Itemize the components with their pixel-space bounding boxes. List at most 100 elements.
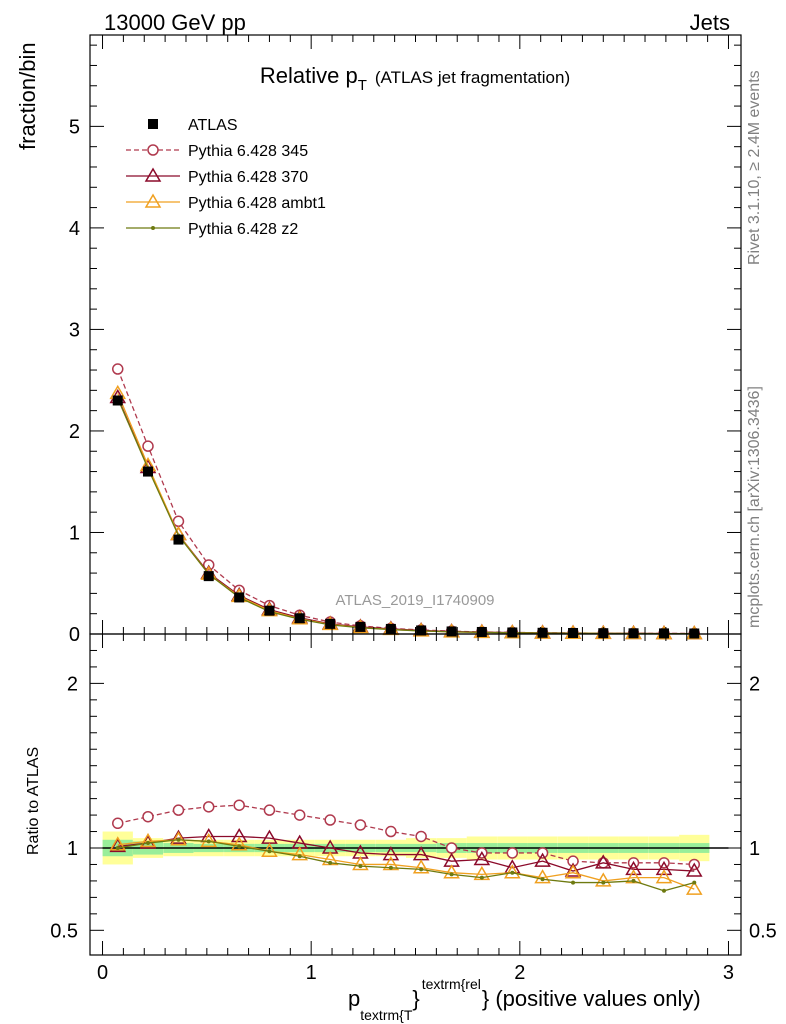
ratio-series-1-point-15 (564, 862, 582, 877)
main-ytick-label: 4 (69, 218, 80, 240)
ratio-series-2-point-2 (170, 831, 187, 846)
ratio-ytick-label: 2 (67, 673, 78, 695)
ratio-series-2-point-14 (534, 869, 551, 884)
ratio-series-3-point-0 (115, 846, 120, 850)
atlas-point-11 (446, 626, 457, 637)
ratio-series-1-point-19 (685, 862, 703, 877)
ratio-ytick-label-right: 1 (749, 838, 760, 860)
ratio-series-1-point-4 (230, 827, 248, 843)
ratio-series-0-point-13 (506, 847, 519, 859)
category-label: Jets (690, 10, 730, 35)
main-ylabel: fraction/bin (15, 42, 40, 150)
legend-marker-2 (144, 167, 162, 182)
ratio-series-3-point-17 (631, 878, 636, 883)
ratio-series-3-point-18 (662, 888, 667, 893)
ratio-series-3-point-2 (176, 837, 181, 842)
ratio-series-3-point-11 (449, 872, 454, 877)
ratio-series-2-point-10 (412, 859, 430, 874)
main-ytick-label: 3 (69, 319, 80, 341)
ratio-series-2-point-1 (139, 832, 157, 848)
ratio-series-2-point-11 (443, 864, 460, 879)
atlas-point-18 (659, 628, 670, 639)
atlas-point-6 (294, 613, 305, 624)
atlas-point-15 (568, 627, 579, 638)
atlas-point-12 (476, 626, 487, 637)
watermark: ATLAS_2019_I1740909 (335, 592, 494, 609)
ratio-ytick-label: 1 (67, 838, 78, 860)
main-series-3-line (117, 398, 695, 635)
main-series-0-point-2 (172, 515, 185, 528)
ratio-series-2-point-13 (504, 864, 521, 879)
ratio-series-0-point-7 (324, 814, 336, 826)
x-tick-label: 2 (514, 962, 525, 984)
ratio-series-3-point-7 (328, 860, 333, 865)
atlas-point-14 (537, 627, 548, 638)
legend-marker-3 (144, 193, 162, 208)
ratio-series-3-point-1 (146, 841, 151, 846)
x-tick-label: 0 (97, 962, 108, 984)
legend-label-4: Pythia 6.428 z2 (188, 221, 298, 238)
legend-label-1: Pythia 6.428 345 (188, 143, 308, 160)
ratio-series-0-point-1 (142, 810, 154, 823)
atlas-point-13 (507, 627, 518, 638)
ratio-frame (89, 633, 742, 956)
ratio-series-0-point-2 (172, 804, 185, 816)
ratio-series-2-point-3 (200, 832, 218, 848)
legend-marker-0 (148, 119, 158, 129)
ratio-series-3-point-5 (267, 849, 272, 854)
atlas-point-0 (112, 395, 123, 406)
rivet-label: Rivet 3.1.10, ≥ 2.4M events (746, 70, 763, 265)
ratio-ytick-label-right: 2 (749, 673, 760, 695)
x-tick-label: 3 (723, 962, 734, 984)
legend-marker-4 (151, 226, 155, 230)
main-panel: 0 1 2 3 4 5 Relative pT (ATLAS jet fragmentati… (15, 34, 742, 646)
ratio-series-2-point-6 (291, 846, 309, 861)
legend: ATLAS Pythia 6.428 345 Pythia 6.428 370 Pyt… (126, 117, 326, 238)
atlas-point-1 (143, 466, 154, 477)
ratio-series-0-point-9 (385, 825, 397, 838)
ratio-series-1-point-18 (655, 860, 673, 876)
main-ytick-label: 0 (69, 624, 80, 646)
ratio-series-2-point-19 (685, 880, 703, 895)
ratio-series-0-point-5 (263, 804, 276, 816)
ratio-series-2-point-15 (564, 864, 582, 879)
ratio-series-2-point-8 (352, 855, 369, 871)
ratio-ylabel: Ratio to ATLAS (25, 747, 42, 855)
x-axis-label: ptextrm{T}textrm{rel} (positive values o… (348, 976, 701, 1023)
main-title: Relative pT (ATLAS jet fragmentation) (260, 63, 570, 94)
ratio-series-0-point-10 (415, 830, 427, 843)
legend-marker-1 (147, 144, 159, 156)
main-ytick-label: 5 (69, 116, 80, 138)
ratio-ytick-label: 0.5 (50, 920, 78, 942)
ratio-series-3-line (117, 839, 695, 892)
ratio-series-2-point-16 (594, 872, 612, 887)
ratio-series-0-point-0 (112, 817, 124, 830)
ratio-series-3-point-4 (237, 844, 242, 849)
ratio-series-0-point-4 (233, 799, 245, 811)
ratio-series-3-point-13 (510, 870, 515, 875)
ratio-series-3-point-9 (388, 865, 393, 870)
ratio-series-0-point-8 (354, 819, 367, 831)
ratio-series-3-point-14 (540, 877, 545, 882)
atlas-point-3 (203, 571, 214, 582)
ratio-series-3-point-12 (479, 875, 484, 880)
ratio-series-2-point-4 (230, 836, 248, 851)
energy-label: 13000 GeV pp (104, 10, 246, 35)
atlas-point-10 (416, 625, 427, 636)
atlas-point-9 (385, 623, 396, 634)
atlas-point-7 (325, 618, 336, 629)
ratio-series-3-point-8 (358, 864, 363, 869)
legend-label-0: ATLAS (188, 117, 238, 134)
ratio-series-1-point-0 (109, 837, 127, 853)
ratio-series-1-point-9 (382, 846, 400, 861)
mcplots-label: mcplots.cern.ch [arXiv:1306.3436] (746, 386, 763, 628)
ratio-series-1-point-2 (170, 829, 187, 844)
ratio-series-3-point-6 (297, 854, 302, 859)
ratio-series-3-point-10 (419, 867, 424, 872)
ratio-series-3-point-19 (692, 880, 697, 885)
atlas-point-4 (234, 592, 245, 603)
ratio-ytick-label-right: 0.5 (749, 920, 777, 942)
ratio-series-0-point-6 (293, 809, 306, 821)
x-tick-label: 1 (306, 962, 317, 984)
